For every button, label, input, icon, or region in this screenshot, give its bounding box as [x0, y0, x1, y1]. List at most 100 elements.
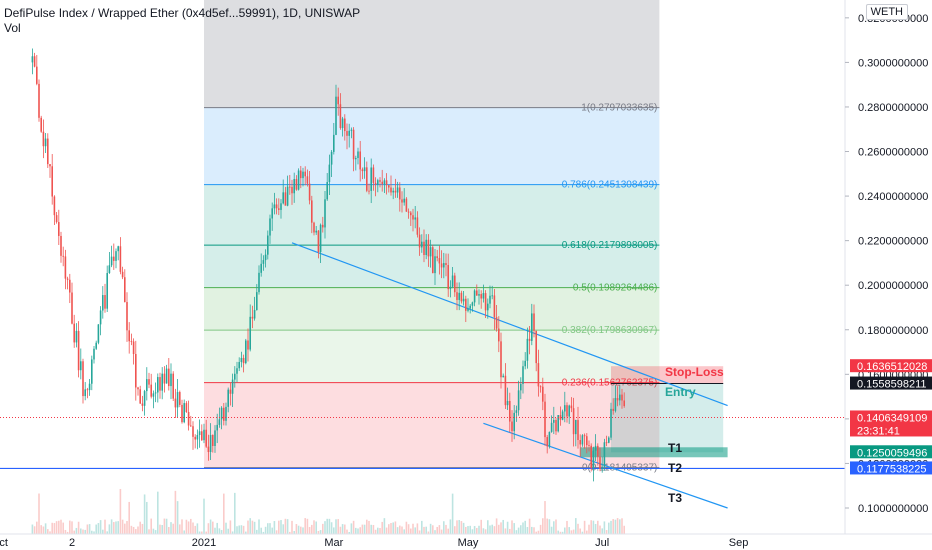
candle-body — [187, 412, 190, 426]
candle-body — [154, 392, 157, 394]
volume-bar — [445, 524, 447, 534]
volume-bar — [38, 493, 40, 534]
volume-bar — [236, 526, 238, 534]
volume-bar — [555, 519, 557, 534]
candle-body — [113, 256, 115, 261]
volume-bar — [355, 527, 357, 534]
volume-bar — [460, 521, 463, 534]
candle-body — [110, 256, 113, 266]
candle-body — [379, 180, 381, 182]
volume-bar — [388, 524, 390, 534]
volume-bar — [161, 525, 163, 534]
candle-body — [273, 204, 276, 209]
volume-bar — [201, 531, 203, 534]
volume-bar — [110, 519, 113, 534]
candle-body — [520, 383, 522, 391]
volume-bar — [99, 520, 102, 534]
candle-body — [135, 354, 137, 388]
volume-bar — [93, 531, 95, 534]
candle-body — [82, 361, 84, 397]
candle-body — [225, 406, 227, 421]
candle-body — [258, 272, 260, 293]
candle-body — [601, 466, 603, 469]
volume-bar — [291, 520, 293, 534]
candle-body — [190, 425, 192, 427]
volume-bar — [429, 523, 432, 534]
candle-body — [231, 379, 234, 394]
volume-bar — [256, 529, 258, 534]
volume-bar — [588, 524, 590, 534]
candle-body — [62, 255, 64, 257]
candle-body — [139, 389, 141, 404]
volume-bar — [223, 493, 225, 534]
candle-body — [381, 181, 383, 185]
candle-body — [418, 234, 421, 248]
candle-body — [575, 420, 577, 435]
candle-body — [229, 389, 232, 394]
candle-body — [614, 398, 617, 411]
fib-level-label: 0.236(0.1562762375) — [562, 378, 658, 389]
volume-bar — [482, 528, 485, 534]
volume-bar — [381, 521, 383, 534]
volume-bar — [619, 519, 621, 534]
symbol-title[interactable]: DefiPulse Index / Wrapped Ether (0x4d5ef… — [4, 6, 361, 20]
volume-bar — [363, 524, 366, 534]
candle-body — [71, 292, 73, 324]
price-tag-value: 0.1406349109 — [857, 412, 927, 424]
volume-bar — [561, 531, 564, 534]
candle-body — [214, 430, 216, 446]
candle-body — [403, 198, 405, 203]
candle-body — [267, 235, 269, 255]
price-tag — [850, 359, 932, 373]
volume-bar — [454, 526, 456, 534]
candle-body — [484, 293, 487, 311]
volume-bar — [495, 518, 498, 534]
volume-bar — [234, 492, 236, 534]
volume-bar — [126, 521, 128, 534]
volume-bar — [119, 488, 122, 534]
quote-currency-badge[interactable]: WETH — [865, 4, 908, 20]
candle-body — [328, 164, 331, 183]
volume-bar — [484, 529, 487, 534]
volume-bar — [575, 518, 577, 534]
candle-body — [317, 230, 320, 253]
volume-bar — [207, 523, 210, 534]
volume-bar — [33, 526, 36, 534]
volume-bar — [75, 527, 78, 534]
volume-bar — [77, 521, 80, 534]
candle-body — [337, 96, 339, 105]
candle-body — [183, 403, 185, 423]
volume-bar — [517, 527, 520, 534]
y-tick-label: 0.1000000000 — [858, 503, 928, 515]
volume-bar — [253, 521, 256, 534]
volume-bar — [357, 528, 359, 534]
candle-body — [55, 215, 58, 223]
candle-body — [126, 302, 128, 331]
volume-bar — [106, 531, 108, 534]
volume-bar — [317, 530, 320, 534]
candle-body — [280, 203, 282, 210]
volume-bar — [616, 518, 619, 534]
volume-bar — [473, 526, 476, 534]
candle-body — [172, 373, 174, 399]
candle-body — [610, 408, 612, 438]
volume-bar — [80, 528, 82, 534]
candle-body — [344, 118, 346, 132]
candle-body — [535, 330, 537, 364]
candle-body — [555, 419, 557, 432]
candle-body — [570, 405, 573, 409]
candle-body — [174, 398, 177, 408]
volume-bar — [229, 520, 232, 534]
volume-bar — [60, 519, 62, 534]
candle-body — [539, 386, 542, 388]
volume-bar — [289, 531, 291, 534]
volume-bar — [502, 519, 504, 534]
volume-bar — [352, 520, 355, 534]
candle-body — [355, 157, 357, 160]
volume-bar — [418, 530, 421, 534]
volume-bar — [185, 519, 188, 534]
volume-bar — [187, 521, 190, 534]
volume-bar — [341, 524, 344, 534]
